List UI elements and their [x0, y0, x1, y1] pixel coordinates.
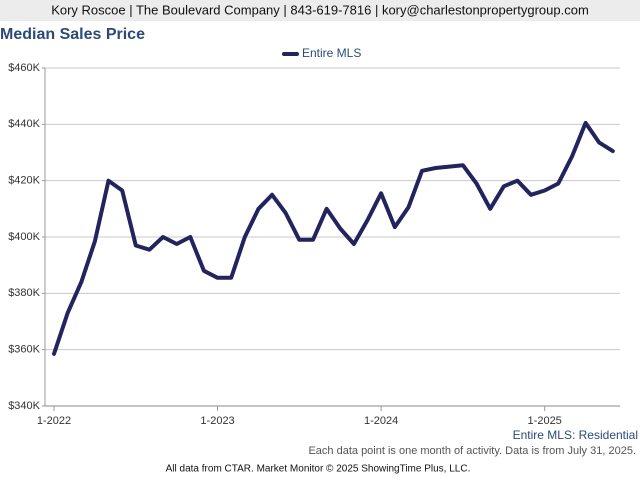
y-tick-label: $440K: [8, 118, 40, 130]
source: All data from CTAR. Market Monitor © 202…: [166, 464, 471, 475]
chart-title: Median Sales Price: [0, 26, 145, 43]
x-tick-label: 1-2025: [528, 415, 562, 427]
y-tick-label: $460K: [8, 62, 40, 74]
y-tick-label: $340K: [8, 400, 40, 412]
x-tick-label: 1-2022: [37, 415, 71, 427]
line: [52, 120, 615, 356]
y-tick-label: $360K: [8, 344, 40, 356]
x-tick-label: 1-2023: [200, 415, 234, 427]
y-tick-label: $420K: [8, 175, 40, 187]
y-tick-label: $400K: [8, 231, 40, 243]
segment-label: Entire MLS: Residential: [513, 428, 638, 442]
x-tick-label: 1-2024: [364, 415, 398, 427]
header-bar: [0, 0, 640, 21]
note: Each data point is one month of activity…: [308, 445, 636, 457]
y-tick-label: $380K: [8, 287, 40, 299]
header-contact: Kory Roscoe | The Boulevard Company | 84…: [51, 2, 589, 17]
legend-label: Entire MLS: [302, 46, 361, 60]
